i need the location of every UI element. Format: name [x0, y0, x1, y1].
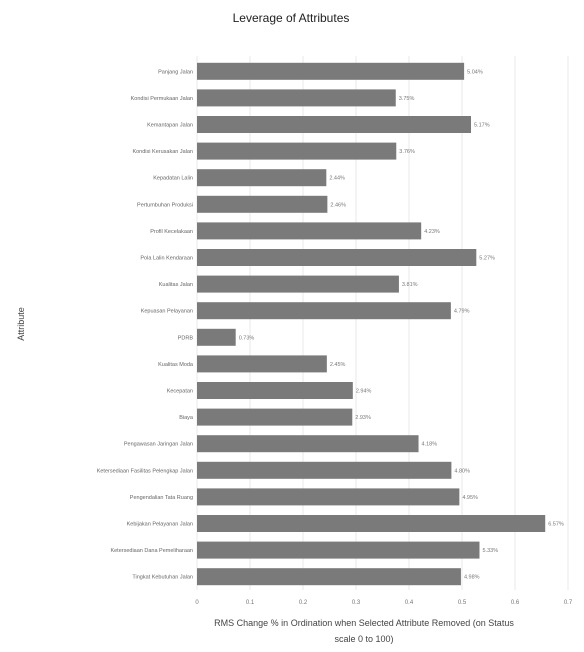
x-axis-title-line-2: scale 0 to 100) [334, 634, 393, 644]
x-tick-label: 0.1 [246, 600, 255, 606]
category-label: Kebijakan Pelayanan Jalan [127, 522, 193, 528]
category-label: Kualitas Moda [158, 362, 194, 368]
value-label: 3.75% [399, 96, 415, 102]
value-label: 4.79% [454, 309, 470, 315]
category-label: Pola Lalin Kendaraan [140, 256, 193, 262]
bar [197, 195, 328, 213]
category-label: PDRB [178, 335, 194, 341]
bar [197, 382, 353, 399]
bar [197, 222, 422, 240]
x-axis-title-line-1: RMS Change % in Ordination when Selected… [214, 618, 514, 628]
bar [197, 89, 396, 107]
value-label: 4.80% [454, 468, 470, 474]
value-label: 2.94% [356, 389, 372, 395]
x-tick-label: 0.4 [405, 600, 414, 606]
value-label: 4.98% [464, 575, 480, 581]
category-label: Biaya [179, 415, 194, 421]
bar [197, 435, 419, 453]
chart-title: Leverage of Attributes [233, 11, 350, 25]
category-label: Kepuasan Pelayanan [141, 309, 193, 315]
category-label: Pertumbuhan Produksi [137, 202, 193, 208]
x-tick-label: 0 [195, 600, 199, 606]
value-label: 6.57% [548, 522, 564, 528]
bar [197, 142, 397, 160]
category-label: Kepadatan Lalin [153, 176, 193, 182]
gridlines [196, 56, 569, 590]
value-label: 3.81% [402, 282, 418, 288]
bar [197, 275, 399, 293]
bar [197, 408, 353, 426]
x-tick-label: 0.5 [458, 600, 467, 606]
value-label: 4.95% [462, 495, 478, 501]
category-label: Pengendalian Tata Ruang [130, 495, 193, 501]
bar [197, 328, 236, 346]
category-label: Ketersediaan Dana Pemeliharaan [110, 548, 193, 554]
category-label: Kualitas Jalan [159, 282, 193, 288]
bar [197, 488, 460, 506]
value-label: 2.45% [330, 362, 346, 368]
x-tick-labels: 0 0.1 0.2 0.3 0.4 0.5 0.6 0.7 [195, 600, 573, 606]
category-label: Kemantapan Jalan [147, 123, 193, 129]
bar [197, 568, 461, 586]
value-labels: 5.04% 3.75% 5.17% 3.76% 2.44% 2.46% 4.23% 5.27%… [239, 69, 564, 580]
value-label: 5.04% [467, 69, 483, 75]
x-tick-label: 0.3 [352, 600, 361, 606]
category-label: Kondisi Permukaan Jalan [131, 96, 193, 102]
value-label: 0.73% [239, 335, 255, 341]
bar [197, 515, 546, 532]
x-tick-label: 0.6 [511, 600, 520, 606]
bar [197, 541, 480, 559]
x-tick-label: 0.2 [299, 600, 308, 606]
category-labels: Panjang Jalan Kondisi Permukaan Jalan Kema… [97, 69, 194, 580]
category-label: Tingkat Kebutuhan Jalan [132, 575, 193, 581]
value-label: 2.46% [330, 202, 346, 208]
bar [197, 116, 472, 133]
y-axis-title: Attribute [16, 307, 26, 341]
bar [197, 249, 477, 266]
category-label: Kondisi Kerusakan Jalan [132, 149, 193, 155]
value-label: 4.23% [424, 229, 440, 235]
value-label: 3.76% [399, 149, 415, 155]
bars [197, 62, 546, 586]
bar [197, 169, 327, 187]
value-label: 2.93% [355, 415, 371, 421]
category-label: Pengawasan Jaringan Jalan [124, 442, 193, 448]
category-label: Panjang Jalan [158, 69, 193, 75]
bar [197, 302, 451, 320]
bar [197, 461, 452, 479]
bar [197, 355, 327, 373]
value-label: 4.18% [422, 442, 438, 448]
x-tick-label: 0.7 [564, 600, 573, 606]
value-label: 2.44% [329, 176, 345, 182]
value-label: 5.33% [482, 548, 498, 554]
category-label: Ketersediaan Fasilitas Pelengkap Jalan [97, 468, 193, 474]
value-label: 5.17% [474, 123, 490, 129]
category-label: Kecepatan [167, 389, 193, 395]
value-label: 5.27% [479, 256, 495, 262]
bar [197, 62, 465, 80]
category-label: Profil Kecelakaan [150, 229, 193, 235]
